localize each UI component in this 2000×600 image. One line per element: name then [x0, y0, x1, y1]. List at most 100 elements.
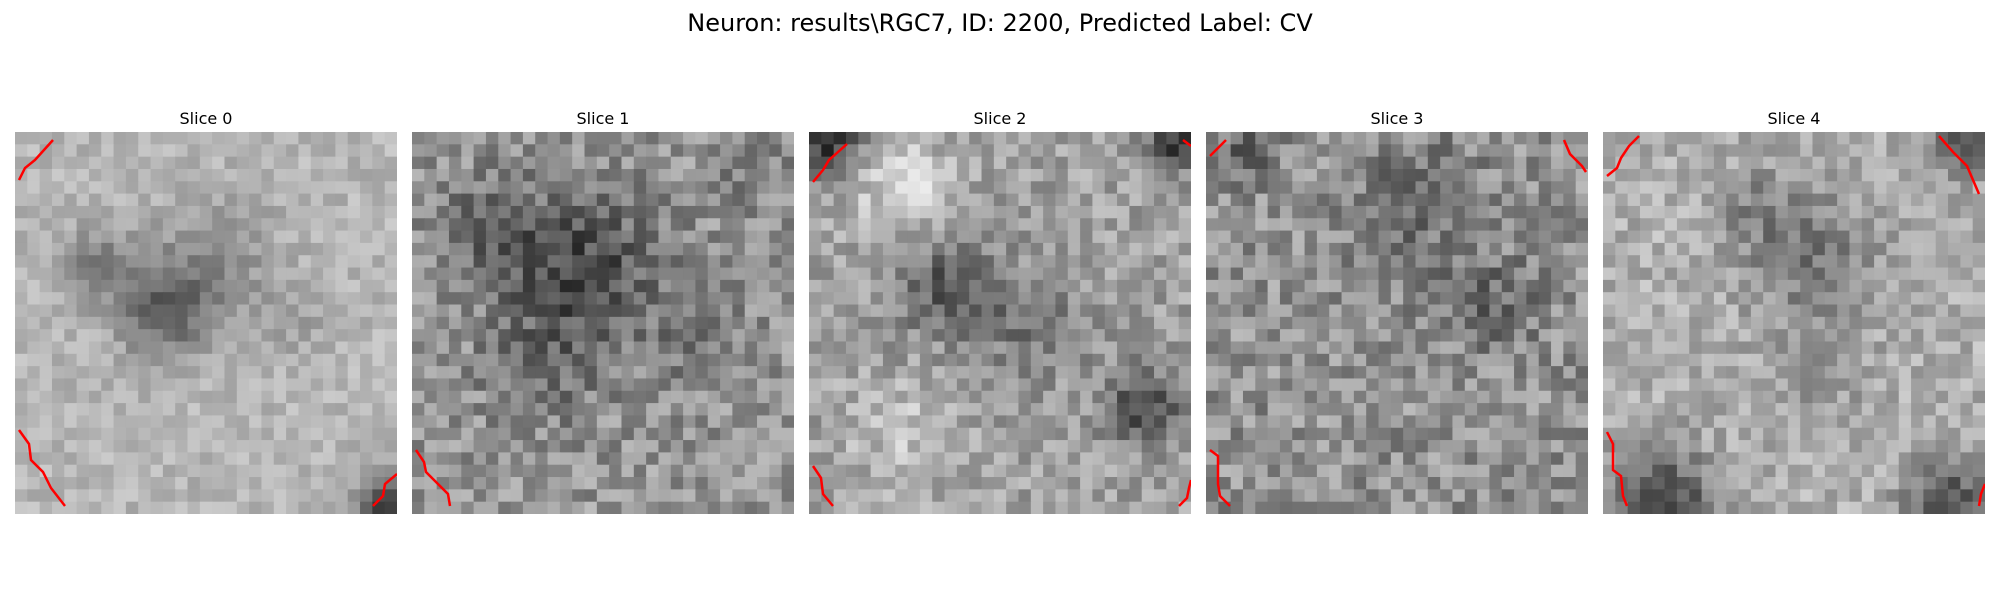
- pixel-cell: [323, 415, 336, 429]
- pixel-cell: [64, 440, 78, 453]
- pixel-cell: [510, 144, 524, 158]
- pixel-cell: [757, 464, 770, 478]
- pixel-cell: [621, 205, 635, 219]
- pixel-cell: [596, 181, 610, 195]
- pixel-cell: [1874, 267, 1888, 281]
- pixel-cell: [858, 218, 872, 232]
- pixel-cell: [360, 341, 373, 355]
- pixel-cell: [498, 378, 512, 392]
- pixel-cell: [1055, 267, 1069, 281]
- pixel-cell: [498, 366, 512, 380]
- pixel-cell: [1452, 501, 1466, 514]
- pixel-cell: [1304, 378, 1318, 392]
- pixel-cell: [1935, 501, 1949, 514]
- pixel-cell: [1166, 218, 1180, 232]
- pixel-cell: [323, 390, 336, 404]
- pixel-cell: [1242, 477, 1256, 490]
- pixel-cell: [1178, 464, 1191, 478]
- pixel-cell: [150, 464, 164, 478]
- pixel-cell: [224, 427, 238, 441]
- pixel-cell: [932, 353, 946, 367]
- pixel-cell: [360, 501, 373, 514]
- pixel-cell: [870, 366, 884, 380]
- pixel-cell: [1403, 415, 1417, 429]
- pixel-cell: [1178, 329, 1191, 343]
- slice-image: [809, 132, 1191, 514]
- pixel-cell: [1129, 390, 1143, 404]
- pixel-cell: [1489, 501, 1503, 514]
- pixel-cell: [1538, 168, 1552, 182]
- pixel-cell: [150, 181, 164, 195]
- pixel-cell: [547, 181, 561, 195]
- pixel-cell: [199, 390, 213, 404]
- pixel-cell: [1255, 440, 1269, 453]
- pixel-cell: [1067, 452, 1081, 466]
- pixel-cell: [919, 193, 933, 207]
- pixel-cell: [1464, 403, 1478, 417]
- pixel-cell: [335, 378, 349, 392]
- pixel-cell: [683, 427, 697, 441]
- pixel-cell: [412, 341, 425, 355]
- pixel-cell: [1129, 230, 1143, 244]
- pixel-cell: [1452, 267, 1466, 281]
- pixel-cell: [1166, 193, 1180, 207]
- pixel-cell: [1551, 193, 1564, 207]
- pixel-cell: [1489, 279, 1503, 293]
- pixel-cell: [298, 415, 312, 429]
- pixel-cell: [1948, 390, 1961, 404]
- pixel-cell: [821, 316, 835, 330]
- pixel-cell: [1279, 144, 1293, 158]
- pixel-cell: [1874, 501, 1888, 514]
- pixel-cell: [596, 452, 610, 466]
- pixel-cell: [845, 156, 859, 170]
- pixel-cell: [64, 329, 78, 343]
- pixel-cell: [88, 156, 102, 170]
- pixel-cell: [720, 378, 733, 392]
- pixel-cell: [907, 452, 921, 466]
- pixel-cell: [372, 181, 386, 195]
- pixel-cell: [1935, 415, 1949, 429]
- pixel-cell: [1489, 230, 1503, 244]
- pixel-cell: [436, 230, 450, 244]
- pixel-cell: [821, 390, 835, 404]
- pixel-cell: [993, 353, 1007, 367]
- pixel-cell: [1812, 144, 1826, 158]
- pixel-cell: [150, 205, 164, 219]
- pixel-cell: [249, 242, 263, 256]
- pixel-cell: [907, 168, 921, 182]
- pixel-cell: [744, 378, 758, 392]
- pixel-cell: [1316, 353, 1330, 367]
- pixel-cell: [224, 366, 238, 380]
- pixel-cell: [1948, 132, 1961, 145]
- pixel-cell: [1117, 329, 1130, 343]
- pixel-cell: [347, 304, 361, 318]
- pixel-cell: [424, 341, 438, 355]
- pixel-cell: [720, 230, 733, 244]
- pixel-cell: [1972, 304, 1985, 318]
- pixel-cell: [1440, 279, 1454, 293]
- pixel-cell: [833, 366, 847, 380]
- pixel-cell: [175, 267, 189, 281]
- pixel-cell: [559, 378, 573, 392]
- pixel-cell: [27, 292, 41, 306]
- pixel-cell: [1948, 427, 1961, 441]
- pixel-cell: [347, 205, 361, 219]
- pixel-cell: [125, 415, 139, 429]
- pixel-cell: [1861, 279, 1875, 293]
- pixel-cell: [981, 156, 995, 170]
- slice-image: [15, 132, 397, 514]
- pixel-cell: [895, 144, 909, 158]
- pixel-cell: [1341, 329, 1355, 343]
- pixel-cell: [695, 440, 709, 453]
- contour-line: [17, 429, 66, 507]
- pixel-cell: [212, 489, 226, 503]
- pixel-cell: [461, 403, 475, 417]
- pixel-cell: [621, 477, 635, 490]
- pixel-cell: [335, 415, 349, 429]
- pixel-cell: [27, 144, 41, 158]
- pixel-cell: [609, 255, 623, 269]
- pixel-cell: [769, 181, 783, 195]
- pixel-cell: [1615, 390, 1629, 404]
- pixel-cell: [1738, 132, 1752, 145]
- pixel-cell: [522, 353, 536, 367]
